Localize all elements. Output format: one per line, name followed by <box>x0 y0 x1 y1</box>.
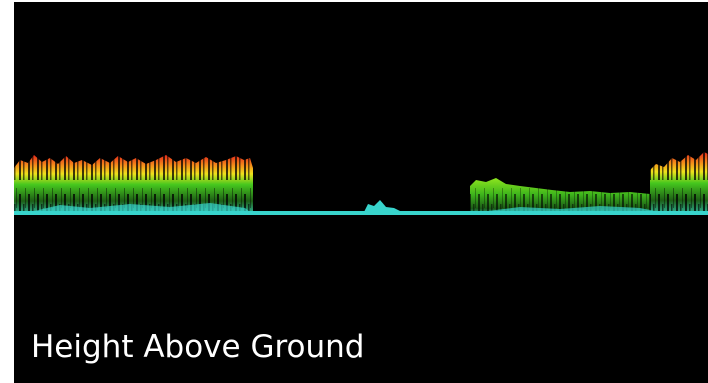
lidar-view: Height Above Ground <box>0 0 708 383</box>
page: Height Above Ground (() => { const data … <box>0 0 708 383</box>
right-trees <box>650 152 708 214</box>
caption: Height Above Ground <box>31 329 364 365</box>
